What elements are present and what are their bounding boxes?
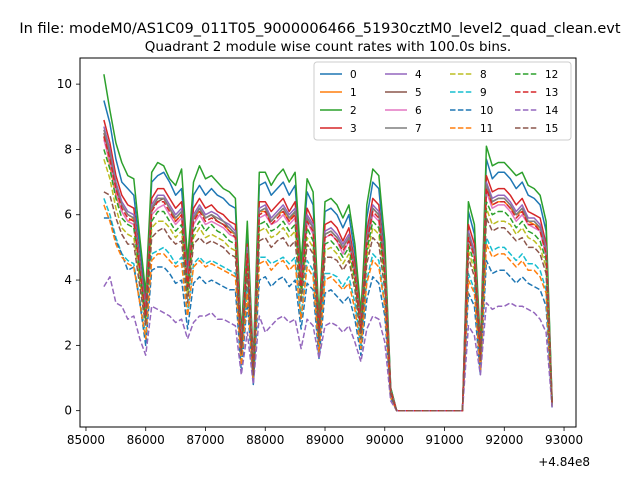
plot-lines xyxy=(103,74,553,412)
legend-label-13: 13 xyxy=(545,87,558,99)
legend-label-5: 5 xyxy=(415,87,422,99)
legend-label-9: 9 xyxy=(480,87,487,99)
legend-label-2: 2 xyxy=(350,105,357,117)
axes-frame xyxy=(79,57,577,428)
legend-label-3: 3 xyxy=(350,123,357,135)
x-offset-label: +4.84e8 xyxy=(538,455,590,469)
series-line-14 xyxy=(103,276,553,412)
legend-label-11: 11 xyxy=(480,123,493,135)
legend-label-4: 4 xyxy=(415,69,422,81)
y-tick-label: 8 xyxy=(64,142,72,156)
y-tick-label: 6 xyxy=(64,208,72,222)
series-line-13 xyxy=(103,136,553,412)
x-tick-label: 90000 xyxy=(366,433,404,447)
legend-label-6: 6 xyxy=(415,105,422,117)
legend-label-14: 14 xyxy=(545,105,559,117)
legend-label-1: 1 xyxy=(350,87,357,99)
y-axis: 0 2 4 6 8 10 xyxy=(57,77,80,418)
y-tick-label: 0 xyxy=(64,404,72,418)
series-line-15 xyxy=(103,191,553,412)
x-tick-label: 89000 xyxy=(306,433,344,447)
x-tick-label: 91000 xyxy=(425,433,463,447)
series-line-11 xyxy=(103,204,553,412)
legend-label-12: 12 xyxy=(545,69,558,81)
legend-label-7: 7 xyxy=(415,123,422,135)
legend-label-10: 10 xyxy=(480,105,493,117)
legend-label-0: 0 xyxy=(350,69,357,81)
chart-title: Quadrant 2 module wise count rates with … xyxy=(145,39,511,55)
y-tick-label: 10 xyxy=(57,77,72,91)
series-line-10 xyxy=(103,217,553,412)
x-tick-label: 85000 xyxy=(67,433,105,447)
x-tick-label: 93000 xyxy=(545,433,583,447)
x-tick-label: 92000 xyxy=(485,433,523,447)
legend-label-8: 8 xyxy=(480,69,487,81)
x-tick-label: 86000 xyxy=(127,433,165,447)
legend-box xyxy=(313,61,572,141)
x-tick-label: 87000 xyxy=(186,433,224,447)
x-axis: 85000 86000 87000 88000 89000 90000 91000 92000… xyxy=(67,427,583,447)
legend-label-15: 15 xyxy=(545,123,558,135)
suptitle: In file: modeM0/AS1C09_011T05_9000006466… xyxy=(19,21,620,37)
y-tick-label: 2 xyxy=(64,338,72,352)
x-tick-label: 88000 xyxy=(246,433,284,447)
y-tick-label: 4 xyxy=(64,273,72,287)
